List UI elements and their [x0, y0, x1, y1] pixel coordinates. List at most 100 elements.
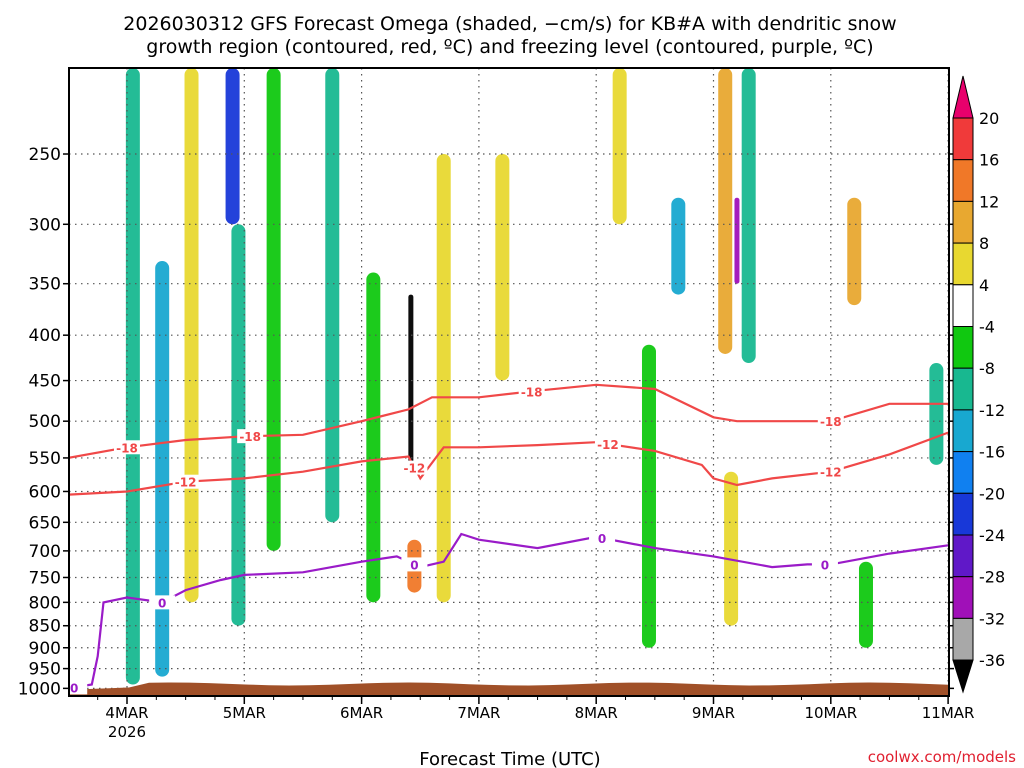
contour-label-1-1: -12: [404, 462, 426, 476]
contour-line-0: [69, 532, 949, 690]
y-tick-label-500: 500: [29, 412, 61, 432]
omega-streak-13: [641, 344, 656, 648]
colorbar-bin-11: [952, 534, 974, 578]
omega-streak-14: [671, 197, 686, 295]
contour-label-1-3: -12: [820, 466, 842, 480]
omega-streak-2: [184, 68, 199, 603]
colorbar-label-5: -4: [979, 318, 995, 337]
colorbar-label-6: -8: [979, 359, 995, 378]
colorbar: 20 16 12 8 4 -4 -8 -12 -16 -20 -24 -28 -32 -36: [952, 75, 1005, 694]
omega-streak-8: [408, 294, 414, 465]
y-tick-label-900: 900: [29, 639, 61, 659]
colorbar-label-10: -24: [979, 526, 1005, 545]
chart-title-line-1: 2026030312 GFS Forecast Omega (shaded, −…: [123, 13, 896, 35]
contour-label-0-0: -18: [116, 441, 138, 455]
colorbar-bin-12: [952, 576, 974, 619]
colorbar-bin-7: [952, 367, 974, 411]
x-tick-label-9MAR: 9MAR: [692, 704, 735, 722]
colorbar-bin-13: [952, 617, 974, 661]
colorbar-label-3: 8: [979, 234, 989, 253]
omega-streak-18: [724, 471, 739, 626]
y-tick-label-700: 700: [29, 542, 61, 562]
y-axis: 2503003504004505005506006507007508008509…: [18, 145, 954, 699]
colorbar-label-9: -20: [979, 484, 1005, 503]
contour-label-bg-1-1: [401, 460, 428, 475]
colorbar-bottom-arrow: [952, 659, 974, 694]
omega-streak-7: [366, 272, 381, 603]
contour-layer: -18 -18 -18 -18 -12 -12 -12 -12 0 0 0 0 0: [69, 383, 949, 695]
omega-streak-19: [847, 197, 862, 306]
omega-streak-0: [125, 68, 140, 685]
y-tick-label-850: 850: [29, 617, 61, 637]
omega-streak-21: [929, 363, 944, 465]
y-tick-label-750: 750: [29, 568, 61, 588]
colorbar-label-8: -16: [979, 443, 1005, 462]
chart-title-line-2: growth region (contoured, red, ºC) and f…: [146, 36, 873, 58]
colorbar-bin-8: [952, 409, 974, 453]
terrain-fill: [69, 682, 949, 696]
omega-streak-5: [266, 68, 281, 551]
contour-label-bg-0-2: [518, 384, 545, 399]
contour-label-2-3: 0: [598, 532, 606, 546]
colorbar-label-4: 4: [979, 276, 989, 295]
y-tick-label-800: 800: [29, 593, 61, 613]
contour-label-bg-2-1: [149, 595, 176, 610]
omega-streak-20: [858, 561, 873, 648]
y-tick-label-350: 350: [29, 275, 61, 295]
omega-streak-12: [612, 68, 627, 225]
colorbar-label-2: 12: [979, 192, 999, 211]
x-tick-label-5MAR: 5MAR: [223, 704, 266, 722]
contour-label-2-0: 0: [70, 681, 78, 695]
omega-streak-1: [155, 261, 170, 677]
y-tick-label-450: 450: [29, 372, 61, 392]
colorbar-top-arrow: [952, 75, 974, 119]
colorbar-bin-10: [952, 492, 974, 536]
colorbar-label-12: -32: [979, 609, 1005, 628]
omega-streak-10: [436, 154, 451, 603]
credit-label: coolwx.com/models: [868, 748, 1016, 766]
colorbar-bin-6: [952, 326, 974, 369]
x-tick-label-8MAR: 8MAR: [575, 704, 618, 722]
contour-label-bg-0-1: [237, 429, 264, 444]
contour-label-bg-2-3: [589, 531, 616, 546]
y-tick-label-250: 250: [29, 145, 61, 165]
contour-label-2-4: 0: [821, 558, 829, 572]
y-tick-label-950: 950: [29, 660, 61, 680]
contour-label-bg-2-2: [401, 557, 428, 572]
contour-label-bg-1-3: [817, 464, 844, 479]
omega-streak-15: [718, 68, 733, 354]
contour-label-0-3: -18: [820, 415, 842, 429]
contour-label-0-2: -18: [521, 385, 543, 399]
contour-line--18: [69, 383, 949, 459]
x-tick-label-4MAR: 4MAR: [105, 704, 148, 722]
y-tick-label-400: 400: [29, 326, 61, 346]
omega-streak-3: [225, 68, 240, 225]
colorbar-label-13: -36: [979, 651, 1005, 670]
colorbar-bin-9: [952, 451, 974, 494]
omega-streak-17: [741, 68, 756, 364]
y-tick-label-300: 300: [29, 215, 61, 235]
x-axis: 4MAR 5MAR 6MAR 7MAR 8MAR 9MAR 10MAR 11MAR 2026: [97, 696, 974, 741]
contour-label-1-2: -12: [597, 438, 619, 452]
y-tick-label-1000: 1000: [18, 679, 61, 699]
omega-streak-4: [231, 224, 246, 626]
colorbar-bin-5: [952, 284, 974, 327]
x-tick-label-7MAR: 7MAR: [457, 704, 500, 722]
colorbar-label-11: -28: [979, 568, 1005, 587]
omega-shading-layer: [125, 68, 944, 685]
colorbar-label-0: 20: [979, 109, 999, 128]
contour-label-bg-2-0: [69, 680, 88, 695]
contour-label-bg-2-4: [811, 557, 838, 572]
omega-streak-16: [734, 197, 740, 284]
colorbar-bin-3: [952, 200, 974, 244]
colorbar-label-7: -12: [979, 401, 1005, 420]
x-axis-title: Forecast Time (UTC): [419, 749, 600, 768]
y-tick-label-600: 600: [29, 482, 61, 502]
colorbar-bin-1: [952, 117, 974, 161]
contour-label-2-2: 0: [410, 558, 418, 572]
contour-label-bg-1-0: [172, 474, 199, 489]
plot-frame: [68, 67, 950, 697]
contour-label-bg-0-3: [817, 414, 844, 429]
y-tick-label-650: 650: [29, 513, 61, 533]
